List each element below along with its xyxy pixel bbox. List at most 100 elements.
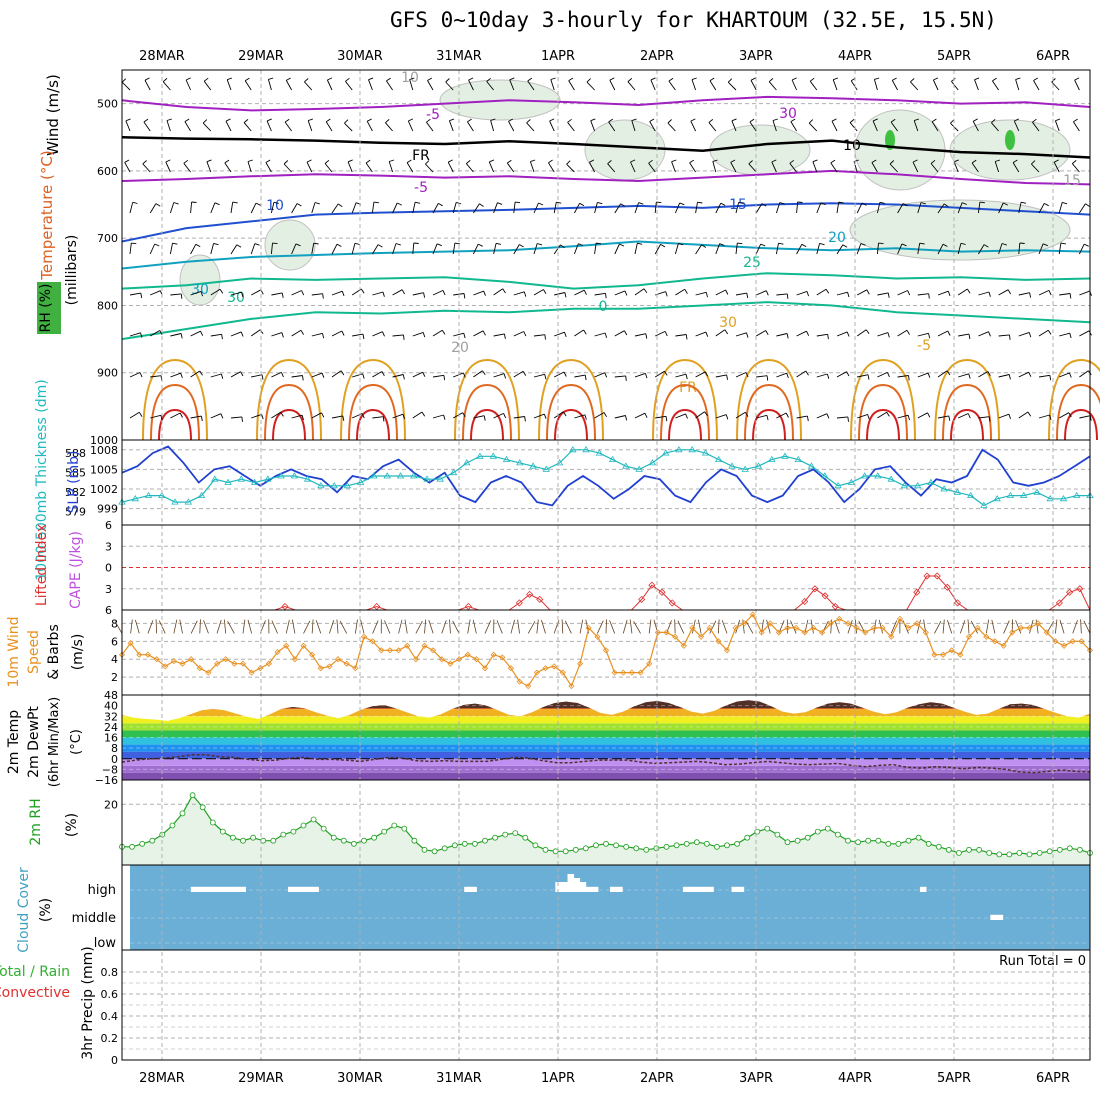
wind10-point bbox=[412, 656, 419, 663]
wind-barb-flag bbox=[236, 244, 242, 248]
contour-label: 10 bbox=[266, 198, 284, 214]
wind-barb bbox=[574, 414, 586, 419]
wind10-point bbox=[481, 665, 489, 672]
wind10-barb bbox=[311, 619, 314, 634]
thickness-point bbox=[834, 482, 842, 489]
wind-barb bbox=[1074, 79, 1080, 91]
wind-barb bbox=[533, 243, 538, 255]
rh-point bbox=[693, 839, 700, 846]
wind10-point bbox=[542, 665, 549, 672]
wind-barb bbox=[150, 414, 162, 419]
contour-label: 30 bbox=[227, 290, 245, 306]
wind-barb-flag bbox=[527, 77, 533, 82]
bottom-date-tick: 30MAR bbox=[337, 1071, 383, 1086]
wind-barb bbox=[1038, 329, 1049, 337]
wind-barb-flag bbox=[712, 159, 718, 162]
wind-barb-flag bbox=[624, 330, 628, 336]
wind10-point bbox=[931, 651, 938, 658]
wind-barb-flag bbox=[1072, 160, 1077, 164]
wind-barb-flag bbox=[701, 244, 707, 248]
wind-barb bbox=[190, 290, 202, 296]
wind-barb-flag bbox=[139, 372, 143, 378]
surface-heat-contour bbox=[454, 358, 520, 441]
wind10-barb bbox=[967, 619, 970, 634]
wind-barb-flag bbox=[931, 118, 937, 123]
top-date-tick: 3APR bbox=[739, 49, 773, 64]
wind-barb bbox=[291, 203, 298, 214]
rh-point bbox=[471, 840, 478, 847]
rh-point bbox=[451, 842, 458, 849]
wind-barb-flag bbox=[144, 77, 150, 81]
wind10-point bbox=[602, 647, 610, 654]
bottom-date-tick: 3APR bbox=[739, 1071, 773, 1086]
cloud-cell bbox=[221, 886, 228, 892]
wind-barb bbox=[614, 243, 620, 255]
wind-barb bbox=[1073, 121, 1080, 132]
wind10-point bbox=[127, 640, 134, 647]
wind-barb bbox=[1013, 120, 1020, 132]
panel-axis-label: 2m RH bbox=[28, 798, 44, 845]
wind-barb-flag bbox=[219, 288, 224, 294]
contour-label: 30 bbox=[779, 106, 797, 122]
wind-barb bbox=[183, 163, 191, 173]
wind-barb-flag bbox=[261, 414, 264, 420]
temperature-contour bbox=[121, 301, 1091, 341]
wind-barb bbox=[230, 416, 242, 419]
wind10-point bbox=[196, 665, 203, 672]
wind10-point bbox=[862, 629, 869, 636]
wind-barb bbox=[392, 334, 404, 337]
wind10-barb bbox=[527, 621, 536, 634]
wind-barb bbox=[1015, 79, 1020, 91]
temp-tick: 8 bbox=[111, 742, 118, 755]
wind-barb bbox=[465, 163, 474, 173]
thickness-point bbox=[993, 495, 1001, 502]
cloud-cell bbox=[209, 886, 216, 892]
wind10-barb bbox=[336, 619, 339, 634]
thickness-tick: 585 bbox=[65, 466, 86, 479]
thickness-point bbox=[224, 478, 232, 485]
wind-barb bbox=[730, 162, 737, 173]
wind-barb-flag bbox=[1044, 203, 1049, 207]
panel-axis-label: Lifted Index bbox=[34, 524, 50, 606]
wind-barb-flag bbox=[603, 412, 607, 418]
wind-barb-flag bbox=[503, 333, 506, 339]
wind-barb bbox=[533, 334, 545, 337]
wind-barb bbox=[432, 203, 439, 214]
wind-barb-flag bbox=[314, 202, 320, 205]
thickness-point bbox=[980, 501, 988, 508]
wind-barb-flag bbox=[247, 159, 253, 162]
thickness-point bbox=[807, 462, 816, 469]
wind-barb-flag bbox=[381, 371, 385, 377]
wind-barb-flag bbox=[737, 242, 743, 245]
thickness-point bbox=[317, 482, 325, 489]
lifted-index-point bbox=[536, 595, 544, 603]
pressure-tick: 800 bbox=[97, 299, 118, 312]
wind-barb bbox=[634, 412, 646, 419]
cloud-cell bbox=[990, 914, 997, 920]
wind10-point bbox=[940, 651, 947, 658]
wind10-point bbox=[914, 620, 921, 627]
wind-barb-flag bbox=[889, 160, 895, 165]
wind-barb bbox=[715, 329, 726, 337]
wind10-point bbox=[767, 620, 774, 627]
wind-barb-flag bbox=[946, 370, 951, 376]
wind-barb-flag bbox=[1028, 372, 1032, 377]
wind-barb bbox=[951, 81, 959, 91]
panel-axis-label: (%) bbox=[64, 813, 80, 837]
wind-barb bbox=[830, 162, 838, 173]
wind-barb-flag bbox=[631, 118, 637, 121]
wind-barb bbox=[913, 120, 919, 132]
wind10-point bbox=[473, 656, 480, 663]
wind-barb bbox=[251, 374, 263, 378]
rh-point bbox=[371, 834, 378, 841]
wind10-point bbox=[844, 620, 852, 627]
wind-barb-flag bbox=[961, 202, 967, 205]
wind-barb bbox=[271, 371, 282, 378]
wind10-point bbox=[784, 624, 791, 631]
wind-barb bbox=[735, 202, 740, 214]
wind-barb-flag bbox=[567, 118, 572, 123]
wind-barb bbox=[150, 375, 162, 378]
wind-barb-flag bbox=[160, 415, 163, 421]
wind-barb-flag bbox=[637, 242, 643, 245]
panel-axis-label: RH (%) bbox=[38, 284, 54, 333]
